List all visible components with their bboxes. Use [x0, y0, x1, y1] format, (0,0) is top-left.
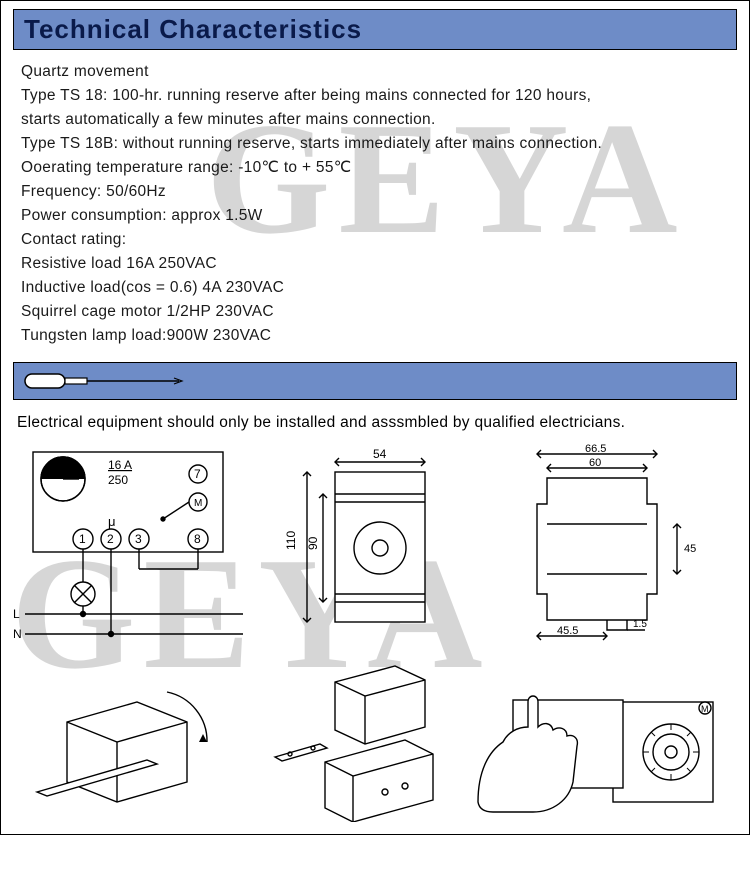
wiring-diagram: 16 A 250 7 M μ 1 2	[13, 444, 263, 644]
section-header-bar: Technical Characteristics	[13, 9, 737, 50]
spec-line: Ooerating temperature range: -10℃ to + 5…	[21, 156, 729, 180]
svg-text:110: 110	[284, 531, 298, 550]
svg-text:1.5: 1.5	[633, 619, 647, 630]
svg-text:2: 2	[107, 532, 114, 546]
diagrams-row: 16 A 250 7 M μ 1 2	[13, 444, 737, 644]
svg-text:54: 54	[373, 447, 387, 461]
svg-text:3: 3	[135, 532, 142, 546]
side-dimension-diagram: 66.5 60 45	[477, 444, 707, 644]
svg-text:45: 45	[684, 543, 696, 555]
spec-line: Contact rating:	[21, 228, 729, 252]
svg-text:M: M	[194, 498, 202, 509]
spec-line: Squirrel cage motor 1/2HP 230VAC	[21, 300, 729, 324]
svg-text:250: 250	[108, 473, 128, 487]
svg-text:L: L	[13, 607, 20, 621]
tool-bar	[13, 362, 737, 400]
spec-line: Quartz movement	[21, 60, 729, 84]
svg-text:1: 1	[79, 532, 86, 546]
svg-text:66.5: 66.5	[585, 444, 606, 455]
svg-text:N: N	[13, 627, 22, 641]
svg-text:8: 8	[194, 532, 201, 546]
hand-insert-illustration: M	[473, 672, 723, 822]
spec-line: Type TS 18: 100-hr. running reserve afte…	[21, 84, 729, 108]
spec-line: Type TS 18B: without running reserve, st…	[21, 132, 729, 156]
svg-text:7: 7	[194, 467, 201, 481]
front-dimension-diagram: 54 110	[275, 444, 465, 644]
spec-line: Frequency: 50/60Hz	[21, 180, 729, 204]
svg-text:μ: μ	[108, 514, 116, 529]
svg-text:M: M	[701, 704, 709, 714]
spec-line: starts automatically a few minutes after…	[21, 108, 729, 132]
spec-block: Quartz movement Type TS 18: 100-hr. runn…	[13, 60, 737, 362]
svg-text:45.5: 45.5	[557, 625, 578, 637]
din-mount-illustration	[27, 672, 227, 822]
screwdriver-icon	[24, 371, 184, 391]
spec-line: Inductive load(cos = 0.6) 4A 230VAC	[21, 276, 729, 300]
stack-illustration	[265, 662, 435, 822]
spec-line: Tungsten lamp load:900W 230VAC	[21, 324, 729, 348]
installation-illustrations: M	[13, 662, 737, 822]
svg-text:90: 90	[306, 537, 320, 551]
warning-text: Electrical equipment should only be inst…	[13, 414, 737, 432]
spec-line: Power consumption: approx 1.5W	[21, 204, 729, 228]
spec-line: Resistive load 16A 250VAC	[21, 252, 729, 276]
svg-text:16 A: 16 A	[108, 458, 132, 472]
section-title: Technical Characteristics	[24, 14, 726, 45]
svg-text:60: 60	[589, 457, 601, 469]
